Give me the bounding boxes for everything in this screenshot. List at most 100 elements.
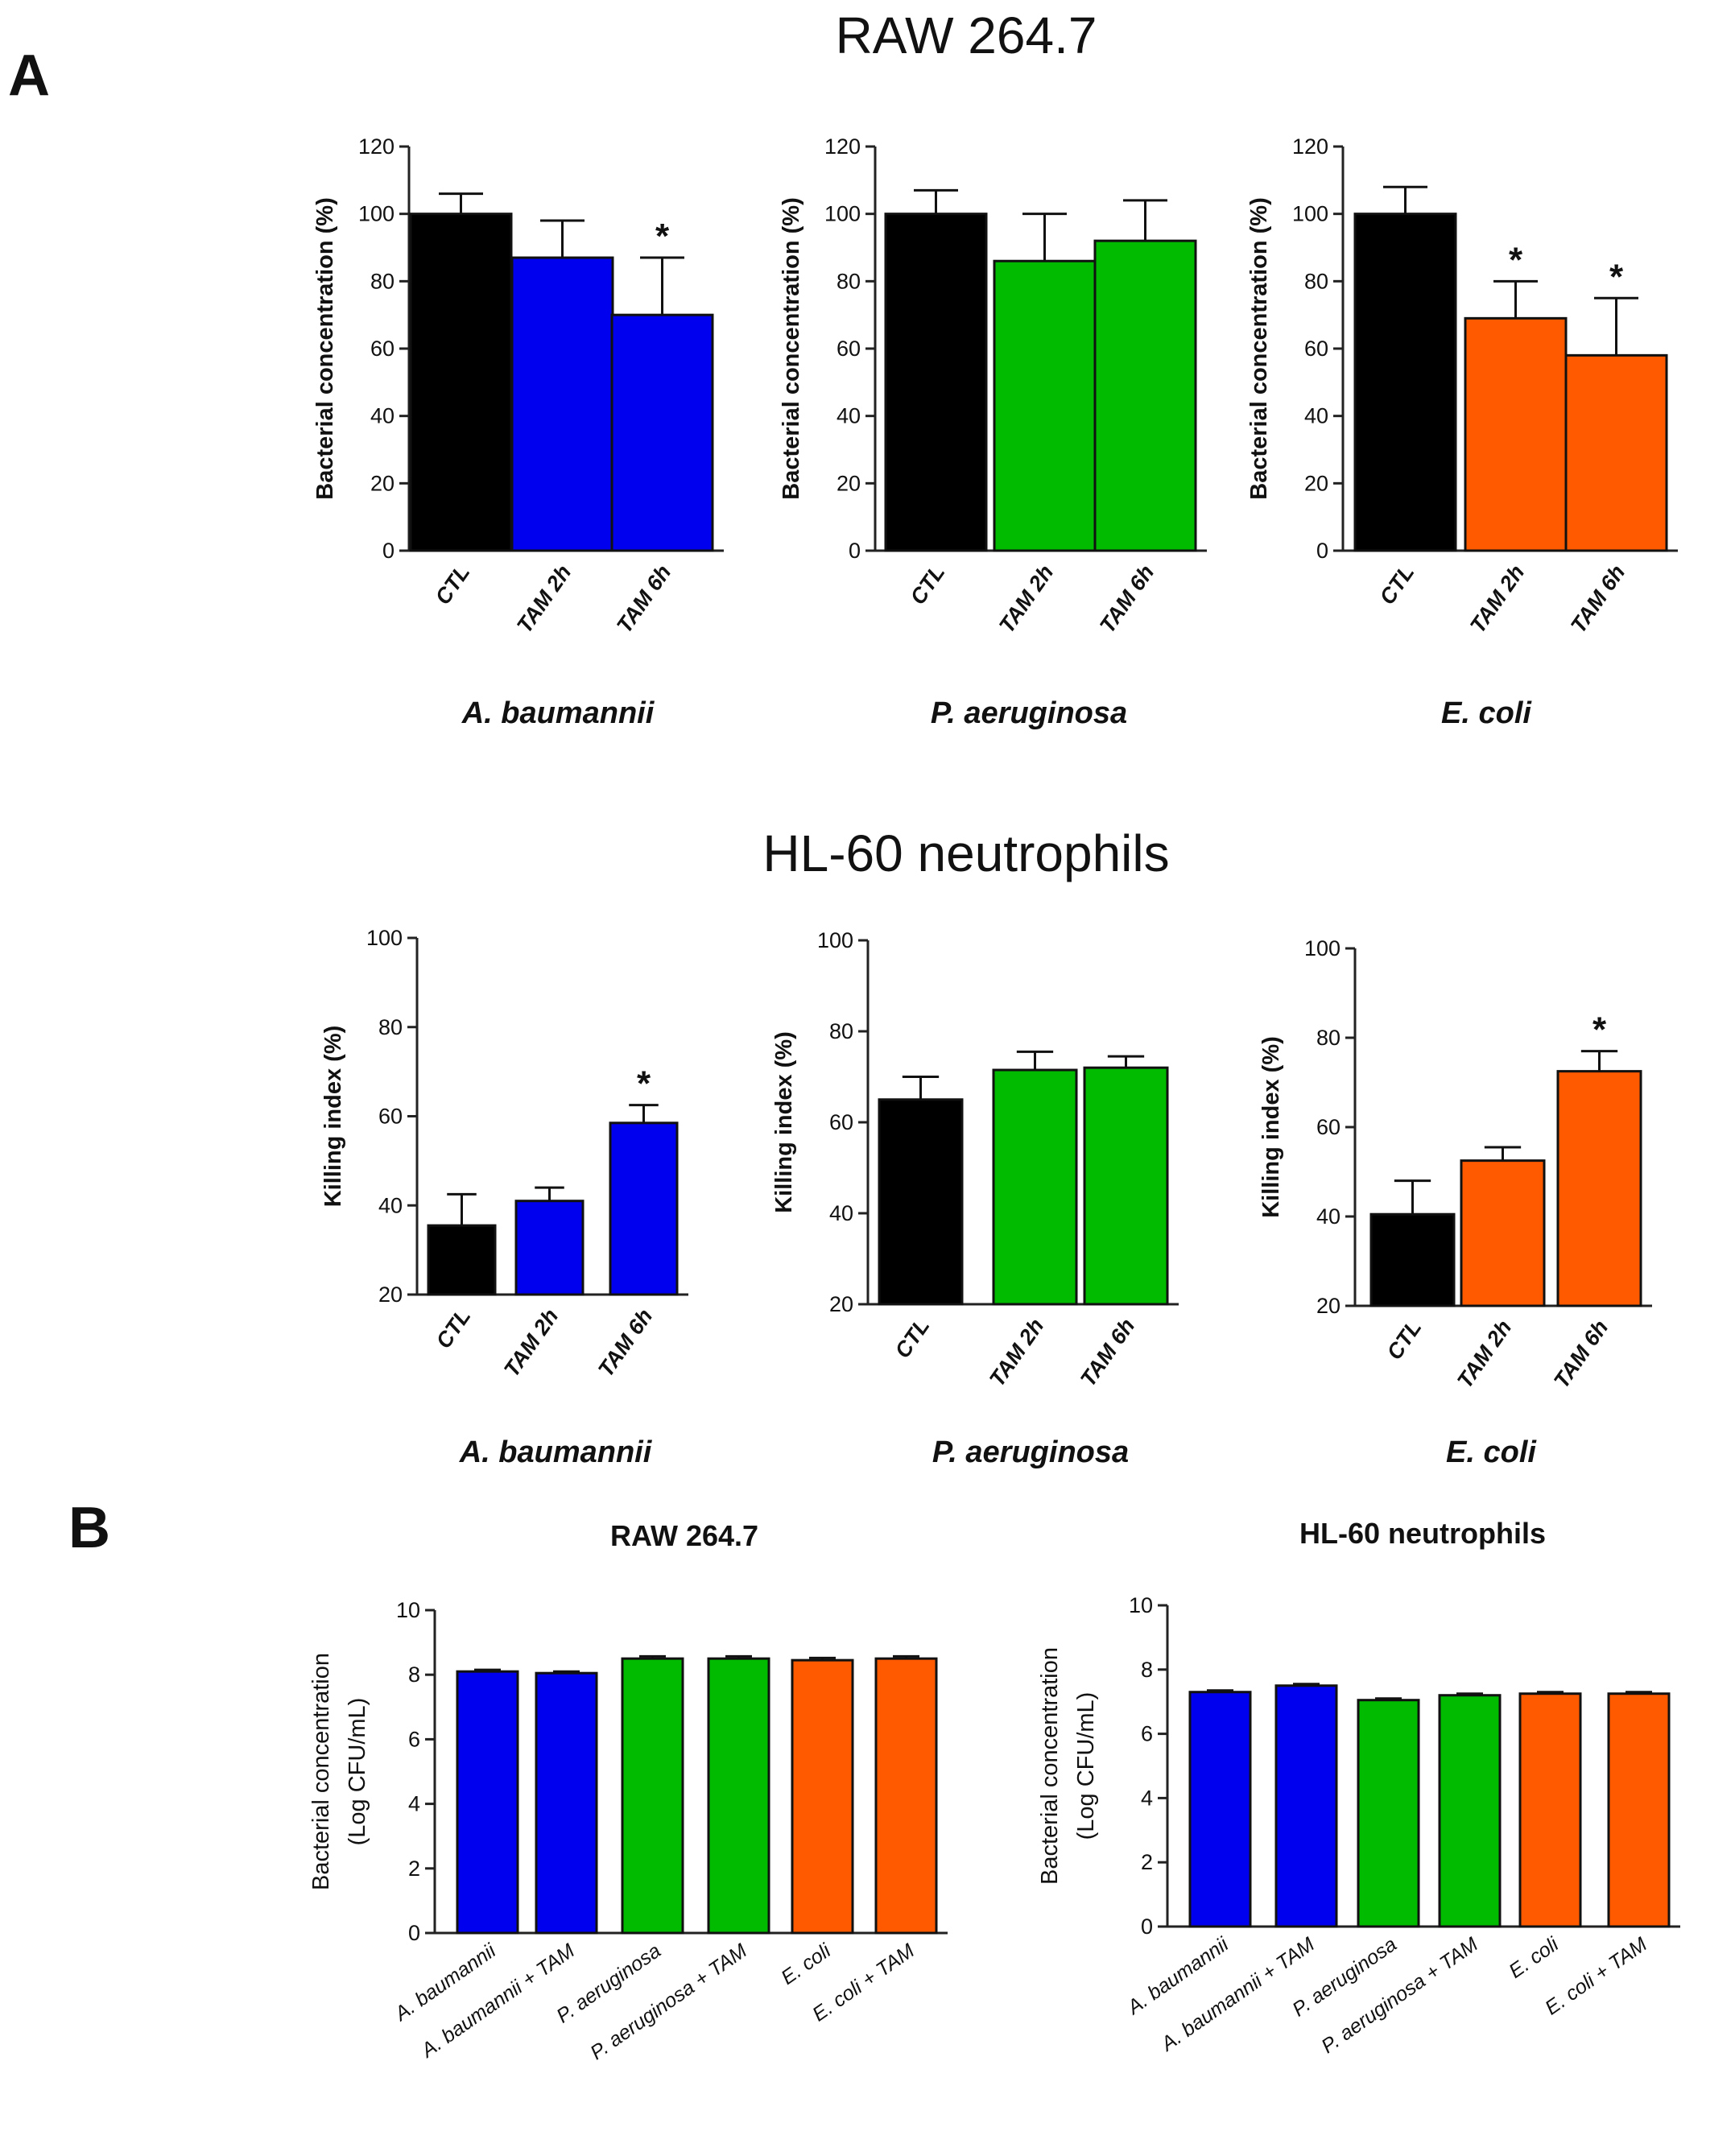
x-category-label: TAM 6h bbox=[612, 560, 675, 637]
y-tick-label: 80 bbox=[370, 269, 395, 293]
bar bbox=[1464, 316, 1568, 552]
y-tick-label: 40 bbox=[837, 404, 861, 428]
x-category-label: P. aeruginosa + TAM bbox=[586, 1939, 751, 2064]
y-tick-label: 20 bbox=[1316, 1294, 1340, 1318]
chart-b-hl60: 0 2 4 6 8 10 Bacterial concentration (Log CFU/m… bbox=[1037, 1517, 1680, 2058]
x-category-label: E. coli bbox=[777, 1939, 836, 1989]
y-axis-label: Bacterial concentration (%) bbox=[312, 197, 338, 499]
significance-marker: * bbox=[1509, 240, 1523, 279]
bar bbox=[1607, 1692, 1671, 1928]
x-category-label: TAM 2h bbox=[499, 1304, 563, 1381]
y-tick-label: 100 bbox=[824, 202, 861, 226]
y-axis-label: (Log CFU/mL) bbox=[345, 1698, 370, 1846]
chart-title: HL-60 neutrophils bbox=[1299, 1517, 1546, 1550]
y-tick-label: 0 bbox=[1141, 1914, 1153, 1939]
y-tick-label: 2 bbox=[408, 1857, 420, 1881]
x-category-label: TAM 6h bbox=[1095, 560, 1159, 637]
bar bbox=[993, 259, 1097, 552]
species-label: A. baumannii bbox=[461, 696, 655, 730]
chart-raw-p-aeruginosa: 0 20 40 60 80 100 120 Bacterial concentration (… bbox=[779, 134, 1207, 730]
bar bbox=[878, 1098, 964, 1306]
x-category-label: TAM 6h bbox=[593, 1304, 657, 1381]
bar bbox=[1188, 1691, 1252, 1928]
y-tick-label: 60 bbox=[370, 337, 395, 361]
bar bbox=[1353, 213, 1457, 552]
chart-title: RAW 264.7 bbox=[610, 1519, 758, 1552]
y-axis-label: Bacterial concentration bbox=[308, 1653, 334, 1890]
y-tick-label: 100 bbox=[817, 928, 853, 952]
bar bbox=[1460, 1159, 1546, 1307]
x-category-label: CTL bbox=[431, 560, 475, 609]
x-category-label: TAM 2h bbox=[1452, 1315, 1516, 1392]
y-tick-label: 40 bbox=[829, 1201, 853, 1225]
y-tick-label: 100 bbox=[1304, 936, 1340, 960]
y-tick-label: 80 bbox=[1316, 1026, 1340, 1050]
x-category-label: TAM 2h bbox=[1465, 560, 1529, 637]
x-category-label: A. baumannii + TAM bbox=[1156, 1933, 1319, 2056]
y-tick-label: 40 bbox=[1304, 404, 1328, 428]
bar bbox=[1357, 1699, 1420, 1928]
chart-b-raw: 0 2 4 6 8 10 Bacterial concentration (Log CFU/m… bbox=[308, 1519, 948, 2064]
significance-marker: * bbox=[1609, 257, 1624, 296]
y-tick-label: 60 bbox=[829, 1110, 853, 1134]
significance-marker: * bbox=[637, 1064, 651, 1104]
y-tick-label: 40 bbox=[1316, 1204, 1340, 1229]
bar bbox=[535, 1671, 598, 1935]
y-axis-label: Killing index (%) bbox=[771, 1031, 797, 1213]
x-category-label: CTL bbox=[432, 1304, 476, 1353]
y-tick-label: 120 bbox=[824, 134, 861, 159]
x-category-label: CTL bbox=[1375, 560, 1419, 609]
chart-raw-a-baumannii: 0 20 40 60 80 100 120 Bacterial concentration (… bbox=[312, 134, 724, 730]
x-category-label: TAM 6h bbox=[1549, 1315, 1613, 1392]
y-tick-label: 60 bbox=[1316, 1115, 1340, 1139]
y-tick-label: 120 bbox=[1292, 134, 1328, 159]
y-tick-label: 80 bbox=[837, 269, 861, 293]
panel-b-letter: B bbox=[68, 1496, 110, 1560]
bar bbox=[1518, 1692, 1582, 1928]
y-tick-label: 20 bbox=[378, 1282, 403, 1307]
y-tick-label: 20 bbox=[829, 1292, 853, 1316]
bar bbox=[791, 1658, 854, 1935]
y-tick-label: 100 bbox=[366, 926, 403, 950]
y-tick-label: 120 bbox=[358, 134, 395, 159]
hl60-section-title: HL-60 neutrophils bbox=[762, 824, 1169, 882]
y-tick-label: 6 bbox=[408, 1727, 420, 1751]
y-tick-label: 20 bbox=[837, 471, 861, 495]
y-tick-label: 80 bbox=[1304, 269, 1328, 293]
y-axis-label: Bacterial concentration bbox=[1037, 1647, 1063, 1885]
bar bbox=[992, 1068, 1078, 1306]
y-tick-label: 0 bbox=[382, 539, 395, 563]
bar bbox=[1556, 1070, 1642, 1307]
bar bbox=[1438, 1694, 1502, 1928]
chart-hl60-p-aeruginosa: 20 40 60 80 100 Killing index (%) CTL TAM 2h TAM… bbox=[771, 928, 1179, 1469]
y-tick-label: 4 bbox=[1141, 1786, 1153, 1810]
y-axis-label: Killing index (%) bbox=[320, 1026, 346, 1208]
bar bbox=[707, 1657, 770, 1935]
y-tick-label: 60 bbox=[1304, 337, 1328, 361]
y-tick-label: 40 bbox=[378, 1193, 403, 1217]
bar bbox=[1369, 1212, 1456, 1307]
significance-marker: * bbox=[655, 217, 670, 256]
bar bbox=[1093, 239, 1197, 552]
y-tick-label: 20 bbox=[370, 471, 395, 495]
x-category-label: CTL bbox=[890, 1314, 935, 1362]
bar bbox=[409, 213, 513, 552]
x-category-label: TAM 2h bbox=[512, 560, 576, 637]
bar bbox=[456, 1670, 519, 1935]
y-tick-label: 0 bbox=[1316, 539, 1328, 563]
y-tick-label: 0 bbox=[408, 1921, 420, 1945]
y-tick-label: 80 bbox=[829, 1019, 853, 1043]
y-tick-label: 40 bbox=[370, 404, 395, 428]
species-label: P. aeruginosa bbox=[932, 1435, 1129, 1469]
bar bbox=[610, 313, 714, 552]
bar bbox=[884, 213, 988, 552]
bar bbox=[510, 256, 614, 552]
y-tick-label: 4 bbox=[408, 1792, 420, 1816]
y-axis-label: Bacterial concentration (%) bbox=[779, 197, 804, 499]
bar bbox=[1083, 1066, 1169, 1306]
y-axis-label: Bacterial concentration (%) bbox=[1246, 197, 1272, 499]
significance-marker: * bbox=[1592, 1010, 1607, 1050]
bar bbox=[427, 1224, 497, 1296]
y-tick-label: 60 bbox=[837, 337, 861, 361]
